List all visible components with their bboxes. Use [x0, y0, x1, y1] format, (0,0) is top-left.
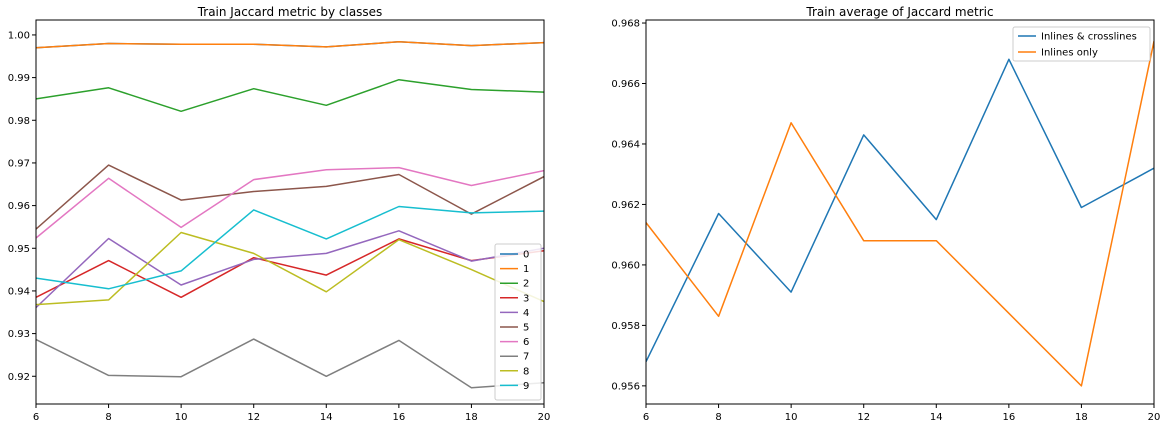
- y-tick-label: 0.95: [8, 244, 30, 255]
- series-line-1: [36, 41, 544, 49]
- y-tick-label: 0.960: [611, 260, 640, 271]
- y-tick-label: 0.98: [8, 116, 30, 127]
- x-tick-label: 18: [465, 412, 478, 423]
- legend-label: 7: [523, 352, 529, 363]
- x-tick-label: 20: [1148, 412, 1161, 423]
- x-tick-label: 6: [643, 412, 649, 423]
- y-tick-label: 0.964: [611, 139, 640, 150]
- chart-title: Train average of Jaccard metric: [805, 5, 993, 19]
- y-tick-label: 0.966: [611, 79, 640, 90]
- legend-box: [1012, 26, 1151, 62]
- legend: Inlines & crosslines Inlines only: [1012, 26, 1151, 62]
- x-tick-label: 14: [930, 412, 943, 423]
- series-line-9: [36, 205, 544, 290]
- x-tick-label: 8: [715, 412, 721, 423]
- series-line-5: [36, 164, 544, 230]
- legend-label: 2: [523, 279, 529, 290]
- series-group: [646, 41, 1154, 387]
- legend-box: [494, 243, 542, 401]
- legend-label: Inlines & crosslines: [1041, 32, 1137, 43]
- legend-label: 0: [523, 250, 529, 261]
- legend-label: 3: [523, 293, 529, 304]
- legend-label: 4: [523, 308, 529, 319]
- x-tick-label: 16: [1002, 412, 1015, 423]
- legend-label: 5: [523, 323, 529, 334]
- y-tick-label: 0.99: [8, 73, 30, 84]
- chart-1: Train average of Jaccard metric 6 8 10 12 14 1…: [611, 5, 1160, 423]
- series-line-7: [36, 338, 544, 389]
- plot-frame: [645, 19, 1155, 405]
- series-group: [36, 41, 544, 389]
- legend-label: 6: [523, 337, 529, 348]
- x-tick-label: 12: [247, 412, 260, 423]
- y-tick-label: 0.94: [8, 286, 30, 297]
- x-tick-label: 6: [33, 412, 39, 423]
- x-tick-label: 10: [175, 412, 188, 423]
- x-tick-label: 18: [1075, 412, 1088, 423]
- series-line-8: [36, 231, 544, 306]
- legend: 0 1 2 3 4 5 6 7 8 9: [494, 243, 542, 401]
- plot-frame: [35, 19, 545, 405]
- y-tick-label: 0.97: [8, 158, 30, 169]
- x-tick-label: 12: [857, 412, 870, 423]
- legend-label: 9: [523, 381, 529, 392]
- legend-label: 8: [523, 366, 529, 377]
- x-tick-label: 16: [392, 412, 405, 423]
- series-line-inlines-only: [646, 41, 1154, 387]
- chart-title: Train Jaccard metric by classes: [197, 5, 383, 19]
- x-tick-label: 20: [538, 412, 551, 423]
- y-tick-label: 0.92: [8, 372, 30, 383]
- x-tick-label: 8: [105, 412, 111, 423]
- series-line-3: [36, 238, 544, 299]
- y-tick-label: 0.96: [8, 201, 30, 212]
- y-tick-label: 1.00: [8, 30, 30, 41]
- series-line-inlines-crosslines: [646, 58, 1154, 363]
- series-line-2: [36, 78, 544, 113]
- x-tick-label: 10: [785, 412, 798, 423]
- x-tick-label: 14: [320, 412, 333, 423]
- series-line-4: [36, 230, 544, 309]
- y-tick-label: 0.958: [611, 321, 640, 332]
- legend-label: Inlines only: [1041, 48, 1098, 59]
- series-line-6: [36, 166, 544, 239]
- y-tick-label: 0.968: [611, 19, 640, 30]
- y-tick-label: 0.962: [611, 200, 640, 211]
- y-tick-label: 0.956: [611, 381, 640, 392]
- legend-label: 1: [523, 264, 529, 275]
- y-tick-label: 0.93: [8, 329, 30, 340]
